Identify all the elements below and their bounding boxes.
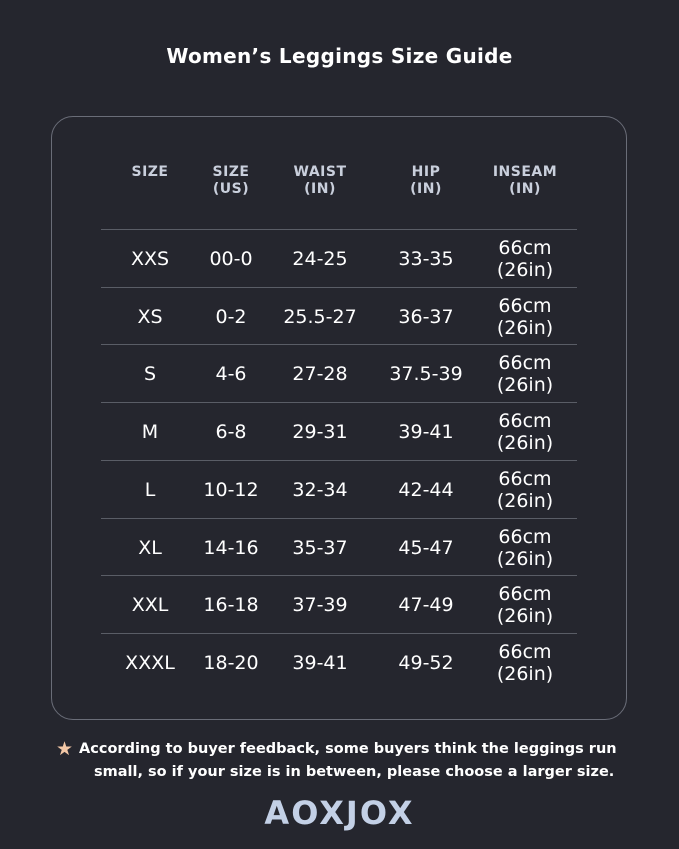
table-cell: 66cm (26in) xyxy=(496,294,554,339)
table-cell: 35-37 xyxy=(292,536,348,559)
table-cell: 66cm (26in) xyxy=(496,525,554,570)
table-cell: XXS xyxy=(130,248,170,270)
table-cell: 39-41 xyxy=(292,651,348,674)
table-cell: 32-34 xyxy=(292,478,348,501)
table-cell: 45-47 xyxy=(398,536,454,559)
table-cell: XL xyxy=(138,536,162,559)
table-cell: 00-0 xyxy=(209,248,253,270)
table-cell: 29-31 xyxy=(292,421,348,444)
table-cell: 37-39 xyxy=(292,594,348,617)
table-cell: 27-28 xyxy=(292,363,348,386)
column-header: SIZE (US) xyxy=(186,164,276,198)
table-cell: XXL xyxy=(131,594,169,617)
table-cell: 6-8 xyxy=(215,421,247,444)
header-text: INSEAM xyxy=(492,164,558,180)
table-cell: L xyxy=(144,478,156,501)
table-cell: 66cm (26in) xyxy=(496,410,554,455)
page-title: Women’s Leggings Size Guide xyxy=(166,44,513,68)
table-cell: 18-20 xyxy=(203,651,259,674)
header-text: HIP xyxy=(411,164,441,180)
table-cell: 49-52 xyxy=(398,651,454,674)
table-cell: 24-25 xyxy=(292,248,348,270)
brand-logo: AOXJOX xyxy=(264,794,415,832)
fit-note: ★ According to buyer feedback, some buyer… xyxy=(56,738,646,784)
note-line-1: According to buyer feedback, some buyers… xyxy=(79,741,617,757)
column-header: HIP (IN) xyxy=(381,164,471,198)
table-cell: 66cm (26in) xyxy=(496,237,554,281)
note-line-2: small, so if your size is in between, pl… xyxy=(94,764,615,780)
star-icon: ★ xyxy=(56,738,74,760)
table-row: XS 0-2 25.5-27 36-37 66cm (26in) xyxy=(101,286,577,346)
table-cell: 10-12 xyxy=(203,478,259,501)
table-cell: 66cm (26in) xyxy=(496,467,554,512)
table-row: XXL 16-18 37-39 47-49 66cm (26in) xyxy=(101,575,577,634)
table-cell: XXXL xyxy=(125,651,175,674)
header-text: (IN) xyxy=(410,181,442,197)
table-cell: 37.5-39 xyxy=(389,363,463,386)
table-cell: 36-37 xyxy=(398,305,454,328)
table-cell: 4-6 xyxy=(215,363,247,386)
column-header: INSEAM (IN) xyxy=(480,164,570,198)
column-header: WAIST (IN) xyxy=(275,164,365,198)
table-cell: 33-35 xyxy=(398,248,454,270)
table-cell: 16-18 xyxy=(203,594,259,617)
table-row: M 6-8 29-31 39-41 66cm (26in) xyxy=(101,402,577,461)
header-text: (US) xyxy=(212,181,250,197)
table-cell: 0-2 xyxy=(215,305,247,328)
size-table-frame xyxy=(51,116,627,720)
header-text: (IN) xyxy=(509,181,541,197)
table-cell: 39-41 xyxy=(398,421,454,444)
table-cell: XS xyxy=(137,305,163,328)
table-row: XL 14-16 35-37 45-47 66cm (26in) xyxy=(101,517,577,577)
table-cell: 47-49 xyxy=(398,594,454,617)
header-text: (IN) xyxy=(304,181,336,197)
table-cell: 66cm (26in) xyxy=(496,352,554,397)
table-row: L 10-12 32-34 42-44 66cm (26in) xyxy=(101,459,577,519)
table-cell: 42-44 xyxy=(398,478,454,501)
table-cell: 66cm (26in) xyxy=(496,583,554,628)
header-text: WAIST xyxy=(293,164,347,180)
table-row: S 4-6 27-28 37.5-39 66cm (26in) xyxy=(101,344,577,403)
column-header: SIZE xyxy=(105,164,195,181)
table-cell: M xyxy=(141,421,159,444)
header-text: SIZE xyxy=(212,164,250,180)
table-cell: S xyxy=(143,363,157,386)
table-row: XXXL 18-20 39-41 49-52 66cm (26in) xyxy=(101,632,577,692)
table-cell: 14-16 xyxy=(203,536,259,559)
header-text: SIZE xyxy=(131,164,169,180)
table-cell: 66cm (26in) xyxy=(496,640,554,685)
table-row: XXS 00-0 24-25 33-35 66cm (26in) xyxy=(101,229,577,288)
table-cell: 25.5-27 xyxy=(283,305,357,328)
